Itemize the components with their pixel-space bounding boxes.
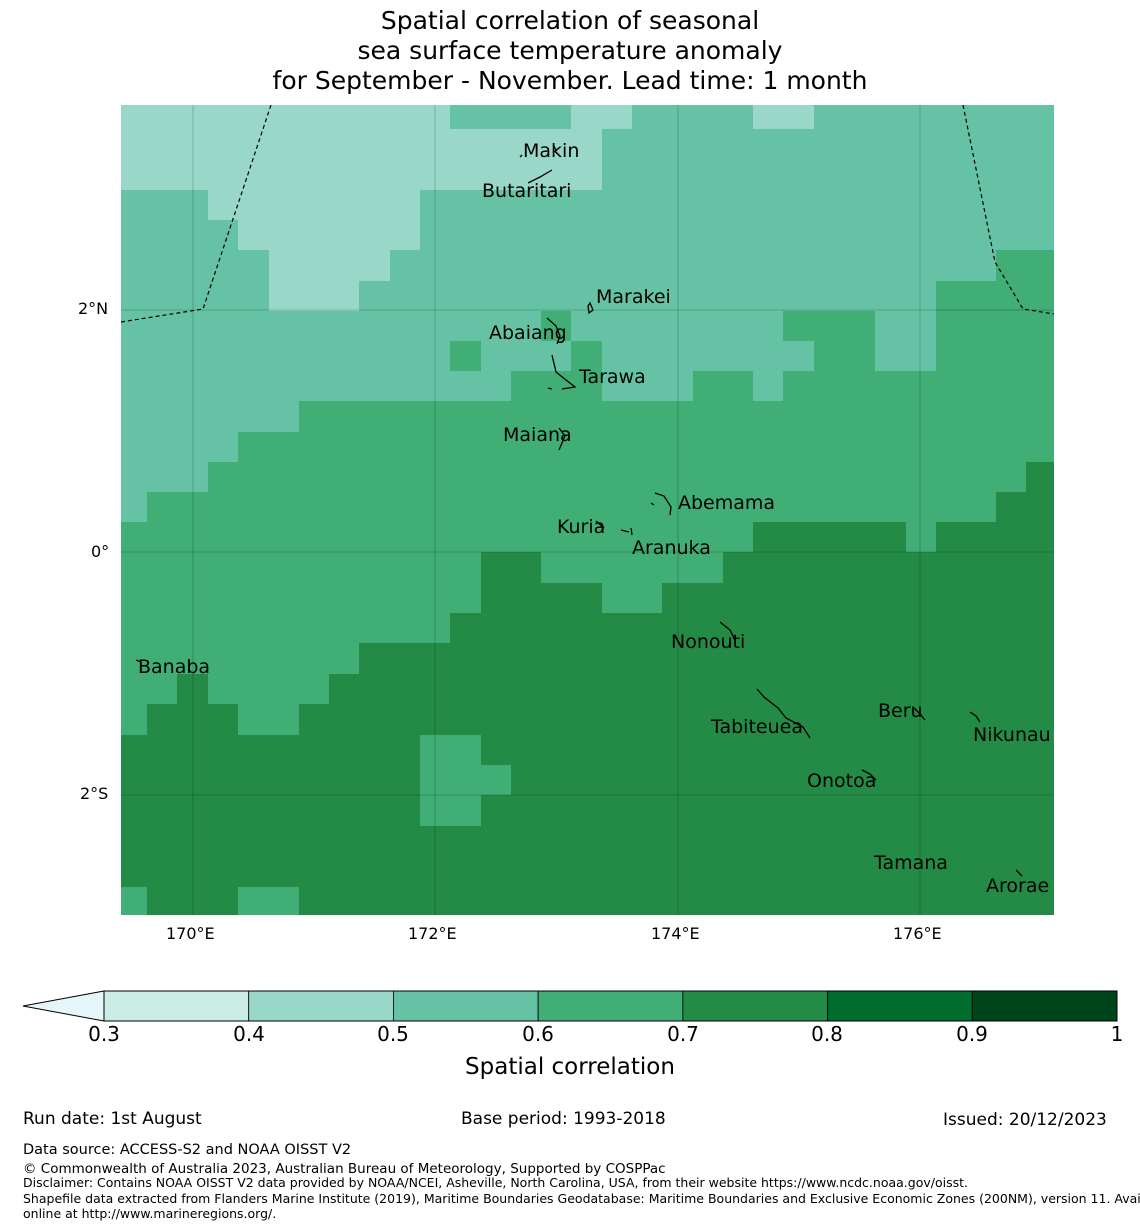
island-outline xyxy=(135,659,142,663)
colorbar-extend-triangle xyxy=(22,990,105,1022)
place-label-tarawa: Tarawa xyxy=(579,366,646,388)
raster-cell-band-0.6-0.7-patch xyxy=(121,887,147,915)
x-tick-174E: 174°E xyxy=(651,924,700,943)
title-line-1: Spatial correlation of seasonal xyxy=(380,6,760,35)
island-outline xyxy=(969,711,981,723)
island-outline xyxy=(913,707,926,721)
shapefile-credit: Shapefile data extracted from Flanders M… xyxy=(23,1191,1140,1206)
colorbar-swatch xyxy=(682,990,828,1022)
colorbar-tick: 0.7 xyxy=(667,1022,699,1046)
colorbar-tick: 0.9 xyxy=(956,1022,988,1046)
graticule xyxy=(121,105,1054,915)
colorbar-swatch xyxy=(103,990,250,1022)
place-label-marakei: Marakei xyxy=(596,286,671,308)
eez-boundaries xyxy=(120,104,1055,323)
island-outline xyxy=(587,301,594,315)
colorbar-swatch xyxy=(248,990,394,1022)
place-label-onotoa: Onotoa xyxy=(807,770,877,792)
place-label-abaiang: Abaiang xyxy=(489,322,567,344)
place-label-makin: Makin xyxy=(523,140,580,162)
raster-cell-band-0.6-0.7-patch xyxy=(450,341,481,371)
island-coastlines xyxy=(135,145,1023,877)
place-label-aranuka: Aranuka xyxy=(632,537,711,559)
y-tick-2N: 2°N xyxy=(78,299,109,318)
colorbar-tick: 1 xyxy=(1110,1022,1124,1046)
x-tick-176E: 176°E xyxy=(893,924,942,943)
place-label-nikunau: Nikunau xyxy=(973,724,1051,746)
place-label-beru: Beru xyxy=(878,700,923,722)
colorbar-swatch xyxy=(393,990,539,1022)
map-title: Spatial correlation of seasonal sea surf… xyxy=(0,6,1140,96)
x-tick-170E: 170°E xyxy=(166,924,215,943)
place-label-abemama: Abemama xyxy=(678,492,776,514)
colorbar-tick: 0.4 xyxy=(233,1022,265,1046)
island-outline xyxy=(519,145,557,184)
colorbar-swatch xyxy=(971,990,1118,1022)
colorbar-tick: 0.6 xyxy=(522,1022,554,1046)
island-outline xyxy=(1015,869,1023,877)
place-label-butaritari: Butaritari xyxy=(482,180,572,202)
data-source: Data source: ACCESS-S2 and NOAA OISST V2 xyxy=(23,1142,352,1158)
island-outline xyxy=(595,520,633,536)
title-line-3: for September - November. Lead time: 1 m… xyxy=(272,66,868,95)
island-outline xyxy=(547,354,577,390)
eez-boundary-east xyxy=(962,104,1055,315)
y-tick-0: 0° xyxy=(91,542,110,561)
run-date: Run date: 1st August xyxy=(23,1109,202,1129)
colorbar-swatches xyxy=(103,990,1118,1022)
copyright: © Commonwealth of Australia 2023, Austra… xyxy=(23,1161,666,1177)
place-label-banaba: Banaba xyxy=(138,656,211,678)
island-outline xyxy=(546,317,561,345)
place-label-maiana: Maiana xyxy=(503,424,572,446)
colorbar-swatch xyxy=(537,990,684,1022)
y-tick-2S: 2°S xyxy=(80,784,109,803)
place-label-nonouti: Nonouti xyxy=(671,631,746,653)
shapefile-credit-url: online at http://www.marineregions.org/. xyxy=(23,1206,277,1221)
raster-cell-band-0.6-0.7-patch xyxy=(420,735,481,826)
island-outline xyxy=(861,769,877,781)
island-outline xyxy=(719,621,736,641)
place-label-tabiteuea: Tabiteuea xyxy=(711,716,803,738)
island-outline xyxy=(756,688,811,739)
colorbar xyxy=(22,990,1118,1022)
raster-cell-band-0.6-0.7-patch xyxy=(481,765,511,795)
base-period: Base period: 1993-2018 xyxy=(461,1109,666,1129)
colorbar-tick: 0.8 xyxy=(811,1022,843,1046)
place-label-kuria: Kuria xyxy=(557,516,606,538)
place-label-arorae: Arorae xyxy=(986,875,1050,897)
colorbar-label: Spatial correlation xyxy=(465,1054,675,1080)
issued-date: Issued: 20/12/2023 xyxy=(943,1110,1107,1130)
title-line-2: sea surface temperature anomaly xyxy=(357,36,783,65)
colorbar-swatch xyxy=(827,990,973,1022)
colorbar-outline xyxy=(103,990,1118,1022)
colorbar-tick: 0.3 xyxy=(88,1022,120,1046)
place-label-tamana: Tamana xyxy=(874,852,948,874)
island-outline xyxy=(650,492,672,516)
x-tick-172E: 172°E xyxy=(408,924,457,943)
disclaimer: Disclaimer: Contains NOAA OISST V2 data … xyxy=(23,1175,968,1190)
colorbar-tick: 0.5 xyxy=(377,1022,409,1046)
raster-cell-band-0.4-0.5-patch xyxy=(753,105,814,129)
eez-boundary-west xyxy=(120,104,272,323)
raster-cell-band-0.4-0.5 xyxy=(121,105,632,311)
raster-cell-band-0.6-0.7-patch xyxy=(238,887,299,915)
correlation-raster xyxy=(121,105,1054,915)
island-outline xyxy=(558,427,566,451)
